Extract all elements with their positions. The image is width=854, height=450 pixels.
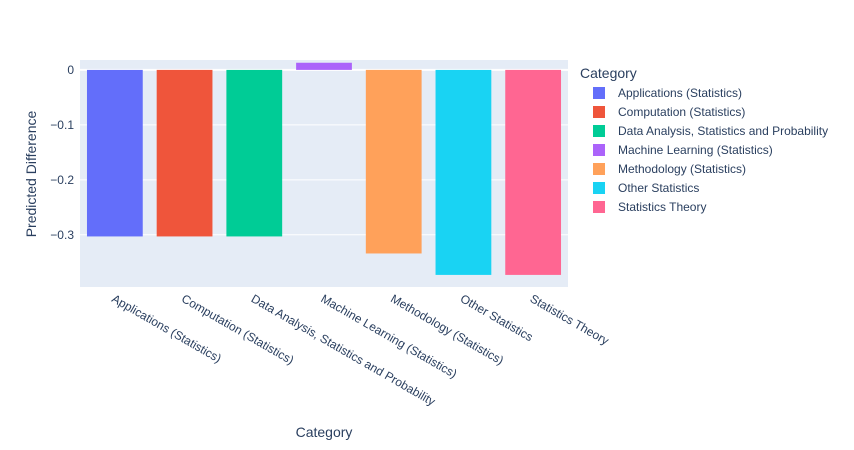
- legend-swatch: [593, 125, 605, 137]
- legend-label: Machine Learning (Statistics): [618, 143, 773, 157]
- y-tick-labels: 0 −0.1 −0.2 −0.3: [50, 63, 74, 242]
- bar: [365, 69, 422, 254]
- legend-items: Applications (Statistics) Computation (St…: [593, 86, 828, 214]
- x-axis-title: Category: [296, 424, 353, 440]
- bar: [86, 69, 143, 237]
- legend-label: Computation (Statistics): [618, 105, 745, 119]
- x-tick-labels: Applications (Statistics)Computation (St…: [109, 291, 611, 408]
- legend-label: Data Analysis, Statistics and Probabilit…: [618, 124, 828, 138]
- x-tick-label: Statistics Theory: [528, 291, 612, 347]
- y-tick-label: −0.1: [50, 118, 74, 132]
- y-axis-title: Predicted Difference: [23, 110, 39, 237]
- bar: [156, 69, 213, 237]
- legend-swatch: [593, 182, 605, 194]
- legend-label: Statistics Theory: [618, 200, 706, 214]
- bars: [86, 62, 562, 275]
- legend-swatch: [593, 144, 605, 156]
- bar: [435, 69, 492, 275]
- legend-swatch: [593, 163, 605, 175]
- legend-label: Applications (Statistics): [618, 86, 742, 100]
- bar: [505, 69, 562, 275]
- y-tick-label: 0: [67, 63, 74, 77]
- y-tick-label: −0.2: [50, 173, 74, 187]
- x-tick-label: Methodology (Statistics): [388, 291, 506, 367]
- legend-swatch: [593, 106, 605, 118]
- y-tick-label: −0.3: [50, 228, 74, 242]
- legend: Category Applications (Statistics) Comput…: [580, 65, 828, 214]
- legend-swatch: [593, 201, 605, 213]
- legend-label: Methodology (Statistics): [618, 162, 746, 176]
- legend-title: Category: [580, 65, 637, 81]
- legend-swatch: [593, 87, 605, 99]
- bar: [226, 69, 283, 237]
- legend-label: Other Statistics: [618, 181, 699, 195]
- bar: [296, 62, 352, 70]
- plot-area: [80, 60, 568, 287]
- x-tick-label: Computation (Statistics): [179, 291, 296, 367]
